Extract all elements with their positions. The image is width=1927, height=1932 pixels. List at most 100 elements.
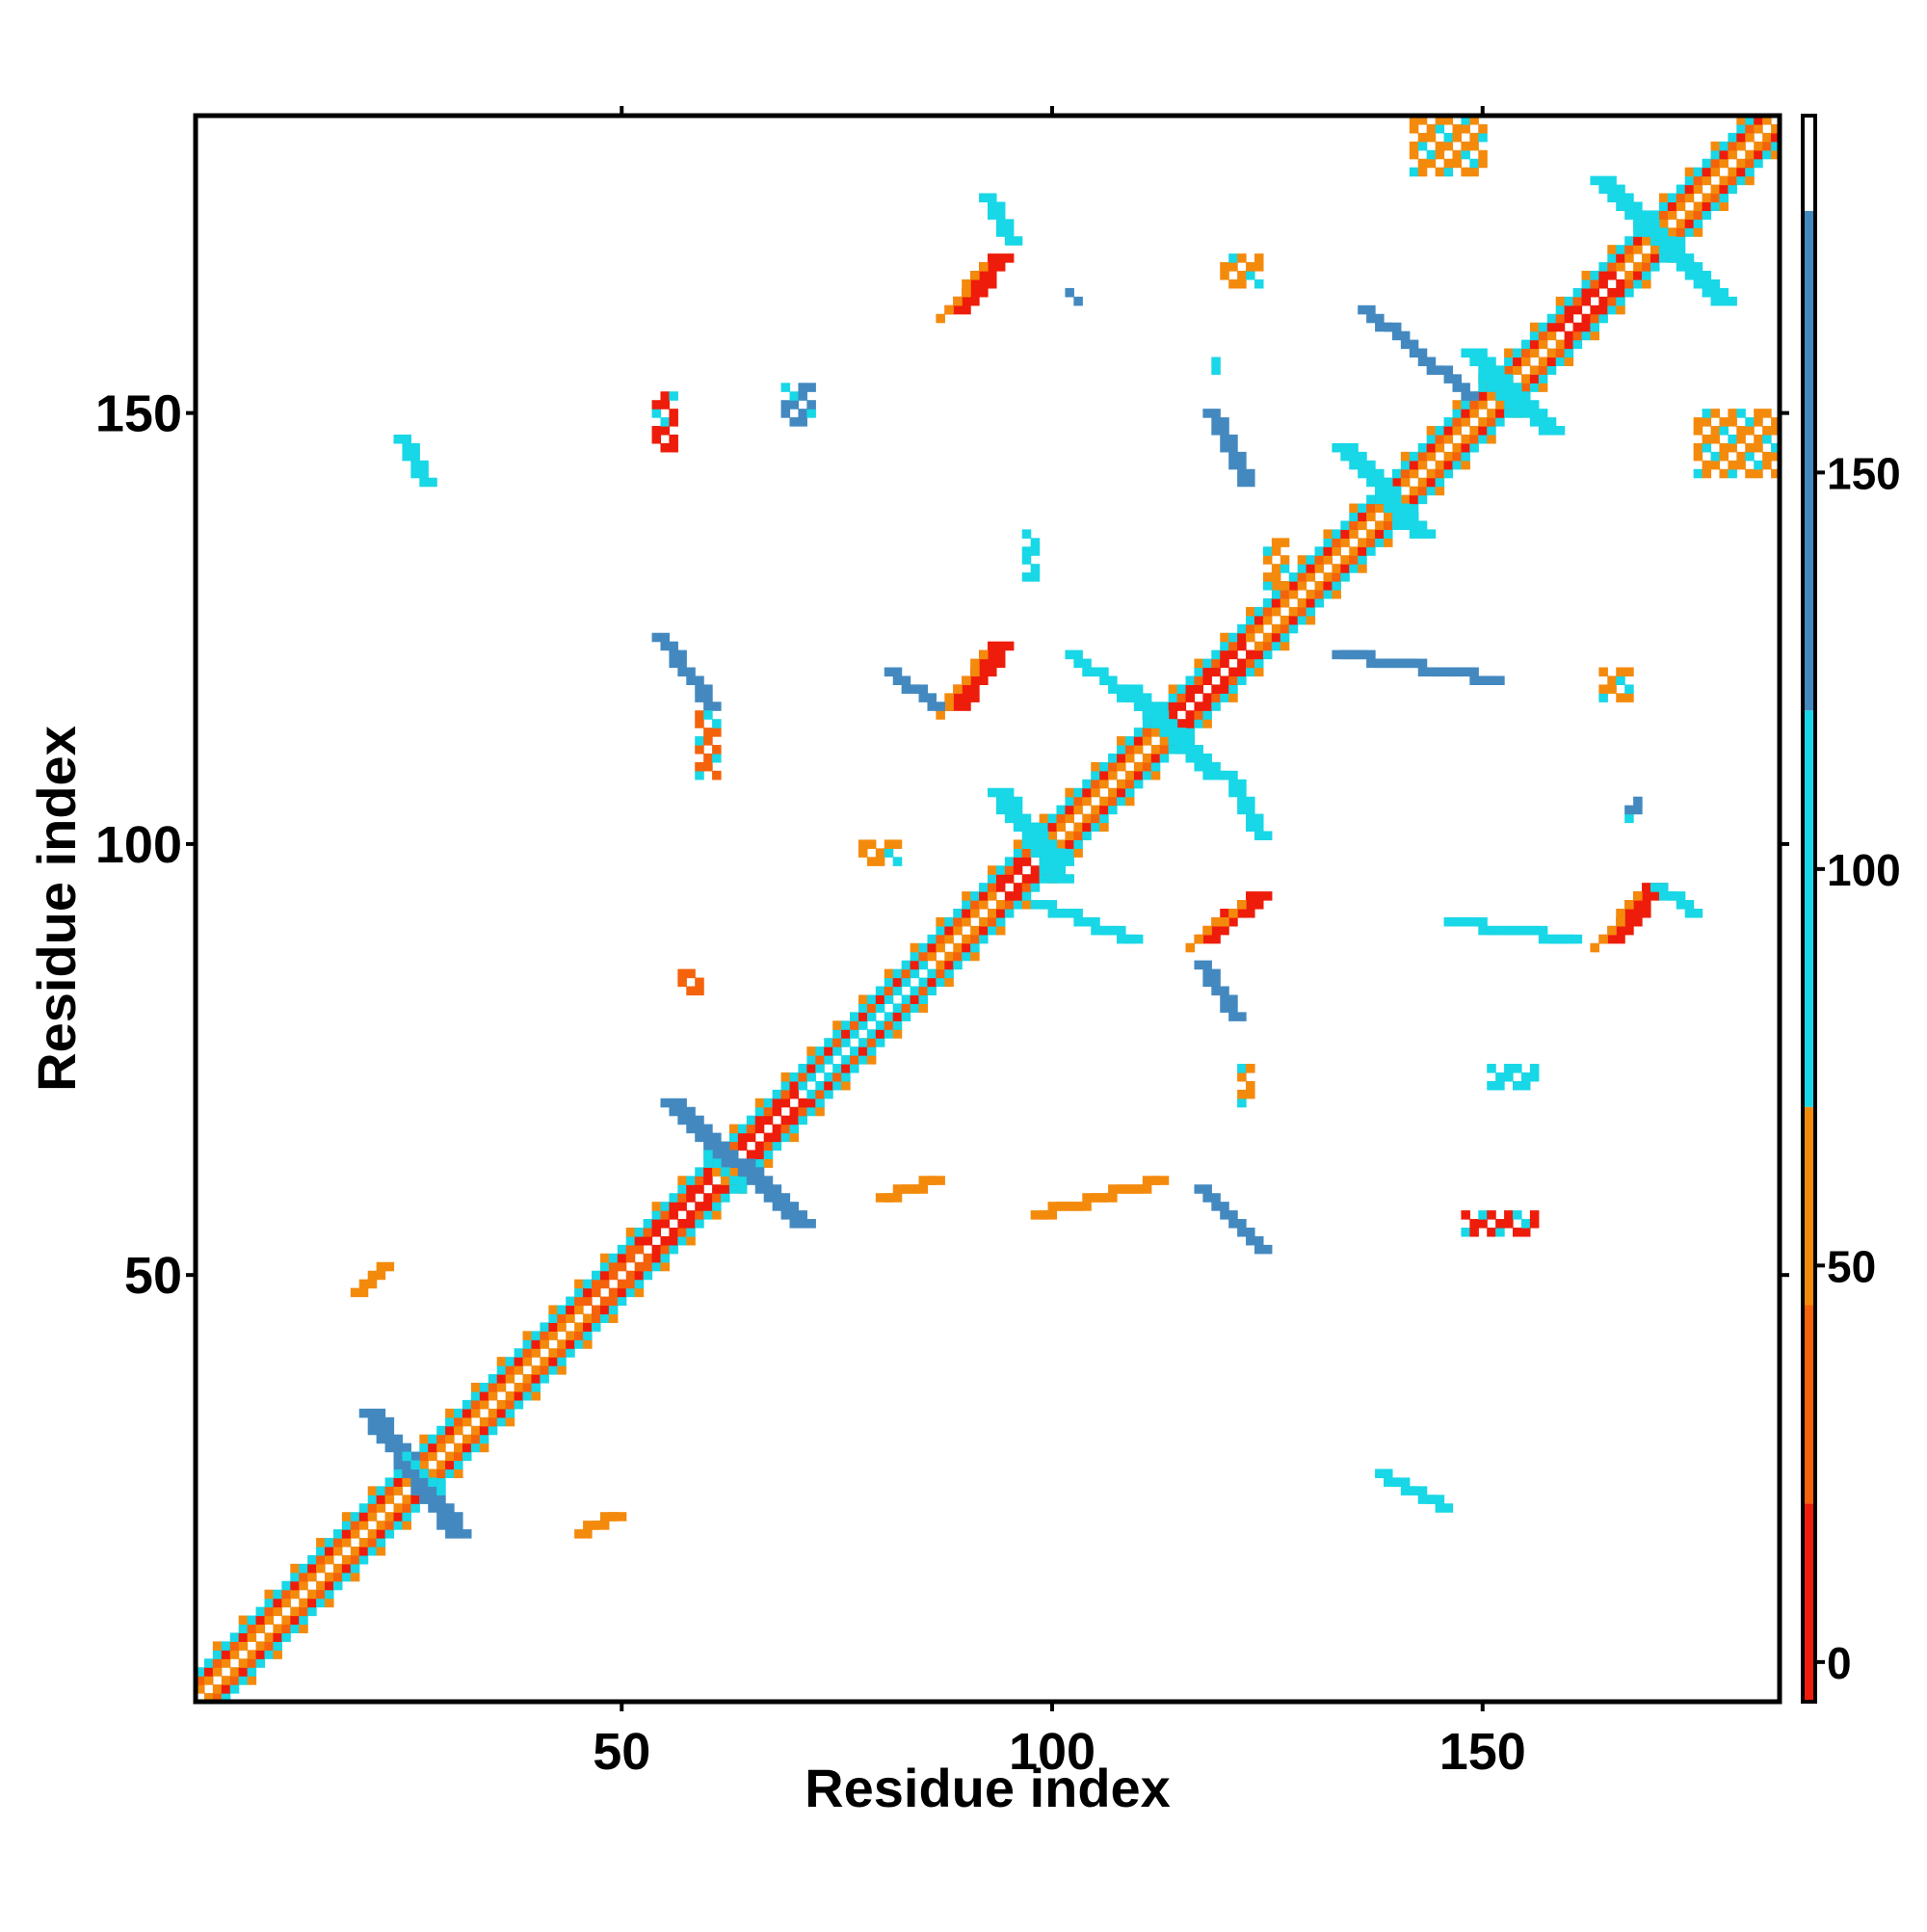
heatmap-cell [651, 434, 662, 444]
heatmap-cell [995, 874, 1006, 884]
heatmap-cell [1202, 925, 1212, 936]
heatmap-cell [892, 1184, 903, 1194]
x-axis-label: Residue index [805, 1758, 1171, 1818]
heatmap-cell [841, 1038, 851, 1047]
heatmap-cell [1142, 770, 1152, 781]
heatmap-cell [1658, 236, 1669, 246]
heatmap-cell [299, 1563, 308, 1574]
heatmap-cell [944, 951, 954, 962]
heatmap-cell [1349, 555, 1359, 565]
heatmap-cell [995, 787, 1006, 798]
heatmap-cell [695, 675, 704, 685]
heatmap-cell [1487, 675, 1496, 685]
heatmap-cell [712, 753, 722, 763]
heatmap-cell [1409, 460, 1419, 470]
heatmap-cell [936, 313, 945, 324]
heatmap-cell [841, 1064, 851, 1073]
heatmap-cell [1332, 590, 1341, 599]
heatmap-cell [592, 1270, 601, 1281]
heatmap-cell [686, 1124, 696, 1134]
heatmap-cell [1650, 227, 1660, 237]
heatmap-cell [1693, 201, 1703, 211]
heatmap-cell [1633, 236, 1643, 246]
heatmap-cell [1288, 590, 1299, 599]
heatmap-cell [332, 1572, 343, 1582]
heatmap-cell [1762, 141, 1772, 151]
heatmap-cell [1417, 494, 1428, 505]
heatmap-cell [436, 1521, 446, 1530]
heatmap-cell [1220, 693, 1229, 702]
heatmap-cell [1202, 710, 1212, 720]
heatmap-cell [1091, 761, 1100, 772]
heatmap-cell [1710, 141, 1721, 151]
heatmap-cell [815, 1080, 825, 1091]
heatmap-cell [608, 1512, 619, 1522]
heatmap-cell [1409, 468, 1419, 479]
heatmap-cell [944, 304, 954, 315]
heatmap-cell [970, 287, 980, 298]
heatmap-cell [445, 1521, 455, 1530]
heatmap-cell [1616, 909, 1625, 918]
heatmap-cell [281, 1598, 291, 1608]
heatmap-cell [995, 796, 1006, 807]
heatmap-cell [643, 1270, 653, 1281]
heatmap-cell [617, 1279, 627, 1289]
heatmap-cell [1607, 262, 1617, 272]
heatmap-cell [1306, 606, 1316, 617]
heatmap-cell [1358, 460, 1367, 470]
heatmap-cell [341, 1572, 352, 1582]
heatmap-cell [1254, 623, 1264, 634]
heatmap-cell [1375, 486, 1385, 496]
heatmap-cell [393, 1512, 404, 1522]
heatmap-cell [316, 1546, 326, 1556]
heatmap-cell [454, 1451, 463, 1462]
heatmap-cell [1202, 675, 1212, 685]
heatmap-cell [1520, 1080, 1531, 1091]
heatmap-cell [712, 1202, 722, 1211]
heatmap-cell [1280, 597, 1290, 608]
heatmap-cell [1185, 728, 1196, 737]
heatmap-cell [1452, 916, 1463, 927]
heatmap-cell [1246, 468, 1255, 479]
heatmap-cell [669, 1227, 678, 1237]
heatmap-cell [953, 304, 963, 315]
heatmap-cell [1736, 434, 1746, 444]
heatmap-cell [875, 986, 885, 996]
heatmap-cell [1513, 400, 1522, 410]
heatmap-cell [1358, 520, 1367, 530]
colorbar-band [1803, 1305, 1815, 1504]
heatmap-cell [264, 1615, 275, 1626]
heatmap-cell [927, 942, 937, 953]
heatmap-cell [1684, 227, 1695, 237]
heatmap-cell [884, 1029, 894, 1039]
heatmap-cell [1358, 555, 1367, 565]
heatmap-cell [196, 1676, 205, 1685]
heatmap-cell [1013, 236, 1023, 246]
heatmap-cell [1529, 1064, 1540, 1073]
heatmap-cell [557, 1365, 567, 1375]
heatmap-cell [754, 1106, 765, 1117]
heatmap-cell [1220, 417, 1229, 427]
heatmap-cell [1452, 417, 1463, 427]
heatmap-cell [1529, 331, 1540, 341]
heatmap-cell [255, 1658, 266, 1668]
heatmap-cell [1487, 383, 1496, 392]
heatmap-cell [1538, 409, 1548, 418]
heatmap-cell [470, 1408, 481, 1418]
heatmap-cell [367, 1503, 378, 1513]
heatmap-cell [927, 693, 937, 702]
heatmap-cell [962, 296, 971, 306]
heatmap-cell [988, 649, 997, 660]
heatmap-cell [1228, 460, 1238, 470]
heatmap-cell [540, 1374, 549, 1384]
heatmap-cell [866, 1012, 877, 1021]
heatmap-cell [695, 719, 704, 728]
heatmap-cell [540, 1322, 549, 1332]
heatmap-cell [772, 1132, 782, 1143]
heatmap-cell [1237, 468, 1247, 479]
heatmap-cell [1262, 581, 1273, 591]
heatmap-cell [875, 1038, 885, 1047]
heatmap-cell [1159, 701, 1170, 711]
heatmap-cell [669, 1235, 678, 1246]
